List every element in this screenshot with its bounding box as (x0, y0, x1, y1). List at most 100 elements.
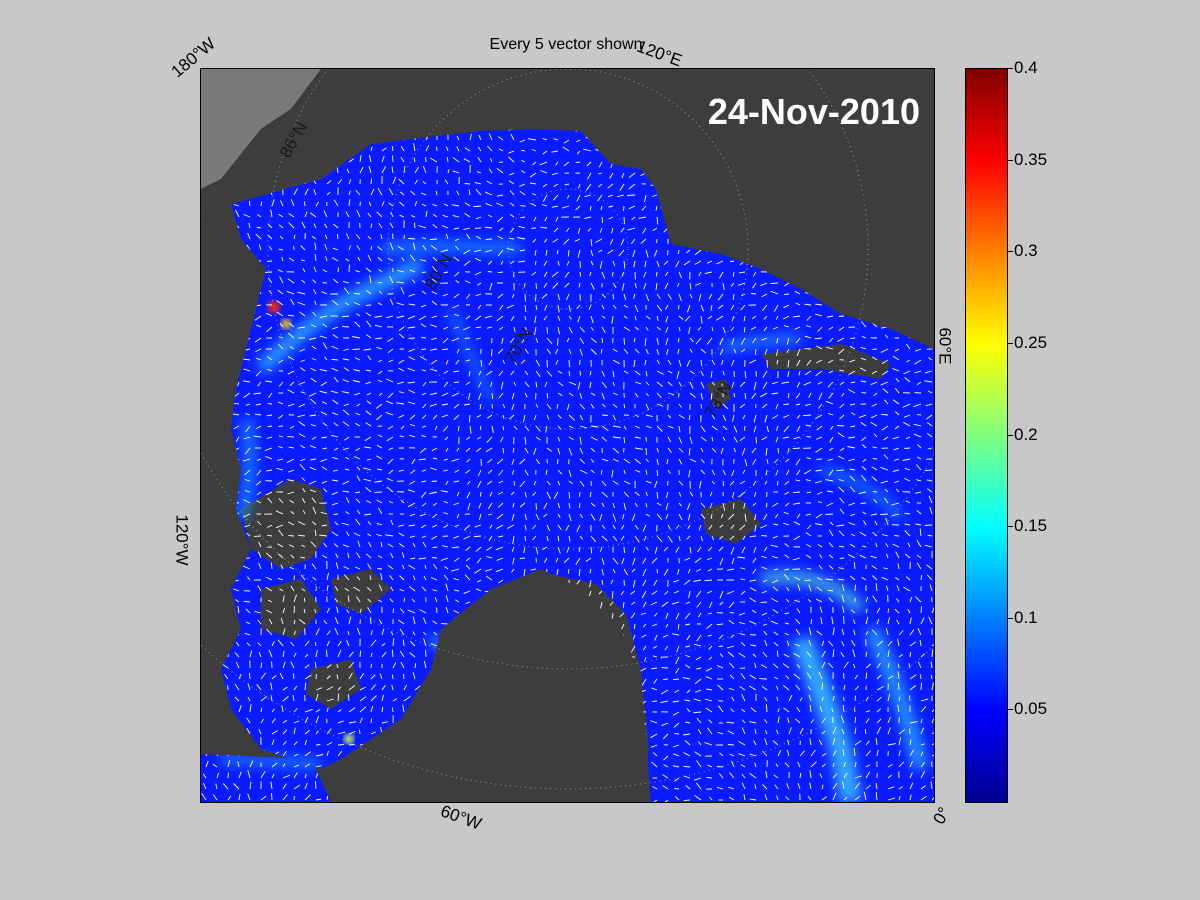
drift-vector (731, 469, 735, 477)
drift-vector (260, 771, 266, 779)
drift-vector (324, 356, 328, 361)
drift-vector (213, 491, 218, 497)
drift-vector (315, 753, 324, 757)
drift-vector (454, 271, 460, 277)
drift-vector (293, 234, 296, 240)
drift-vector (733, 436, 738, 443)
drift-vector (683, 733, 691, 736)
drift-vector (337, 640, 342, 647)
drift-vector (686, 689, 691, 694)
drift-vector (348, 794, 354, 801)
drift-vector (321, 401, 328, 405)
drift-vector (665, 513, 669, 520)
franz-josef-land (706, 379, 731, 409)
drift-vector (211, 304, 218, 309)
drift-vector (326, 707, 329, 713)
drift-vector (368, 154, 372, 163)
drift-vector (266, 436, 273, 439)
drift-vector (543, 315, 548, 321)
drift-vector (430, 324, 438, 328)
drift-vector (224, 719, 229, 724)
drift-vector (667, 370, 673, 374)
drift-vector (400, 661, 405, 669)
drift-vector (895, 551, 900, 559)
drift-vector (242, 358, 251, 361)
drift-vector (381, 706, 384, 713)
drift-vector (870, 513, 878, 516)
drift-vector (850, 425, 856, 428)
drift-vector (321, 466, 328, 471)
drift-vector (222, 254, 229, 262)
drift-vector (397, 246, 405, 251)
drift-vector (898, 696, 901, 702)
drift-vector (513, 480, 516, 486)
drift-vector (623, 326, 631, 332)
drift-vector (892, 355, 900, 361)
drift-vector (392, 638, 395, 647)
drift-vector (575, 205, 581, 211)
drift-vector (244, 314, 251, 317)
drift-vector (301, 279, 306, 284)
drift-vector (775, 403, 779, 410)
drift-vector (772, 586, 779, 592)
drift-vector (509, 237, 515, 240)
drift-vector (443, 381, 449, 388)
drift-vector (744, 513, 747, 522)
drift-vector (916, 540, 922, 548)
drift-vector (445, 447, 449, 452)
drift-vector (403, 748, 406, 757)
drift-vector (315, 693, 319, 702)
drift-vector (905, 436, 911, 440)
drift-vector (392, 795, 395, 801)
drift-vector (552, 282, 559, 289)
drift-vector (799, 772, 802, 779)
drift-vector (556, 403, 559, 409)
drift-vector (265, 491, 273, 496)
drift-vector (282, 696, 289, 702)
drift-vector (642, 645, 647, 651)
drift-vector (380, 234, 383, 240)
drift-vector (326, 750, 329, 757)
drift-vector (806, 567, 812, 570)
drift-vector (926, 479, 933, 482)
drift-vector (377, 246, 383, 251)
drift-vector (731, 760, 735, 768)
drift-vector (827, 589, 834, 592)
drift-vector (431, 300, 438, 306)
drift-vector (620, 524, 625, 530)
drift-vector (729, 753, 735, 757)
drift-vector (408, 524, 416, 527)
drift-vector (265, 312, 273, 317)
drift-vector (737, 282, 746, 286)
drift-vector (413, 157, 416, 163)
drift-vector (705, 667, 713, 672)
drift-vector (695, 656, 702, 661)
drift-vector (264, 447, 273, 452)
drift-vector (486, 326, 493, 329)
drift-vector (601, 436, 607, 442)
drift-vector (320, 458, 328, 463)
drift-vector (429, 491, 438, 495)
drift-vector (920, 770, 926, 779)
drift-vector (498, 136, 504, 141)
drift-vector (221, 557, 229, 561)
drift-vector (579, 513, 583, 518)
drift-vector (403, 165, 406, 174)
drift-vector (645, 370, 648, 377)
drift-vector (233, 588, 240, 592)
drift-vector (370, 630, 373, 636)
drift-vector (730, 282, 735, 287)
drift-vector (302, 268, 306, 273)
drift-vector (421, 434, 427, 438)
drift-vector (411, 458, 416, 465)
drift-vector (377, 599, 383, 603)
drift-vector (620, 238, 625, 246)
drift-vector (399, 650, 405, 658)
drift-vector (630, 612, 636, 619)
drift-vector (257, 214, 262, 218)
drift-vector (612, 370, 615, 378)
drift-vector (876, 607, 881, 614)
drift-vector (601, 326, 606, 334)
drift-vector (584, 216, 592, 219)
drift-vector (278, 529, 284, 537)
